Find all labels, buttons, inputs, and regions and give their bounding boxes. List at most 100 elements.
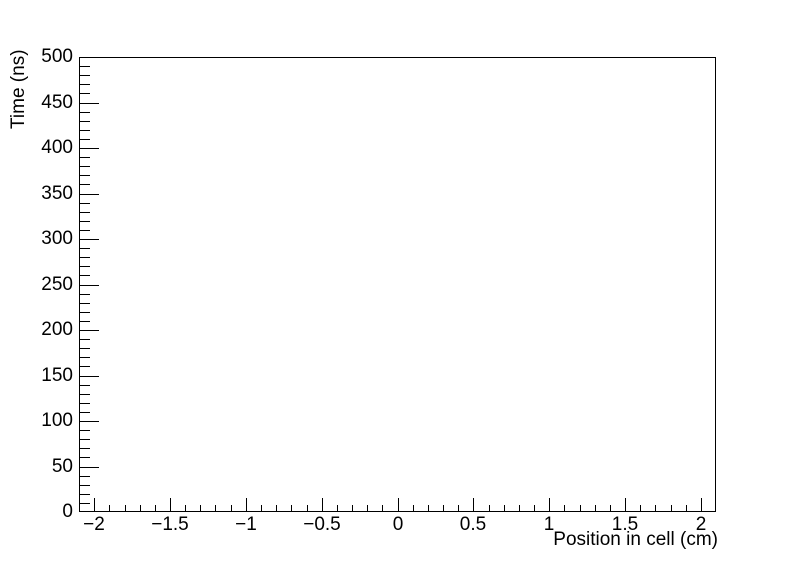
x-tick-label: 2 xyxy=(695,514,707,535)
x-minor-tick xyxy=(519,505,520,511)
y-minor-tick xyxy=(80,203,90,204)
y-minor-tick xyxy=(80,157,90,158)
x-major-tick xyxy=(170,498,171,511)
y-minor-tick xyxy=(80,212,90,213)
x-minor-tick xyxy=(367,505,368,511)
x-tick-label: 0 xyxy=(392,514,404,535)
y-minor-tick xyxy=(80,494,90,495)
x-minor-tick xyxy=(640,505,641,511)
x-minor-tick xyxy=(337,505,338,511)
x-axis-title: Position in cell (cm) xyxy=(553,529,718,550)
x-minor-tick xyxy=(610,505,611,511)
y-minor-tick xyxy=(80,448,90,449)
y-minor-tick xyxy=(80,275,90,276)
y-major-tick xyxy=(80,376,99,377)
y-tick-label: 0 xyxy=(62,501,73,522)
x-minor-tick xyxy=(185,505,186,511)
x-minor-tick xyxy=(580,505,581,511)
x-major-tick xyxy=(473,498,474,511)
y-minor-tick xyxy=(80,394,90,395)
x-minor-tick xyxy=(595,505,596,511)
x-major-tick xyxy=(398,498,399,511)
x-major-tick xyxy=(322,498,323,511)
y-minor-tick xyxy=(80,439,90,440)
x-minor-tick xyxy=(352,505,353,511)
y-minor-tick xyxy=(80,166,90,167)
y-minor-tick xyxy=(80,403,90,404)
x-tick-label: 0.5 xyxy=(459,514,487,535)
y-minor-tick xyxy=(80,66,90,67)
y-tick-label: 200 xyxy=(41,319,73,340)
x-major-tick xyxy=(625,498,626,511)
y-minor-tick xyxy=(80,366,90,367)
y-tick-label: 500 xyxy=(41,46,73,67)
y-tick-label: 100 xyxy=(41,410,73,431)
y-minor-tick xyxy=(80,476,90,477)
x-tick-label: 1.5 xyxy=(611,514,639,535)
y-tick-label: 300 xyxy=(41,228,73,249)
x-minor-tick xyxy=(564,505,565,511)
x-minor-tick xyxy=(413,505,414,511)
x-minor-tick xyxy=(155,505,156,511)
x-minor-tick xyxy=(504,505,505,511)
x-minor-tick xyxy=(382,505,383,511)
y-minor-tick xyxy=(80,230,90,231)
y-minor-tick xyxy=(80,412,90,413)
y-major-tick xyxy=(80,194,99,195)
y-minor-tick xyxy=(80,84,90,85)
y-minor-tick xyxy=(80,457,90,458)
x-tick-label: −1.5 xyxy=(151,514,189,535)
y-minor-tick xyxy=(80,112,90,113)
y-minor-tick xyxy=(80,221,90,222)
y-major-tick xyxy=(80,330,99,331)
x-minor-tick xyxy=(215,505,216,511)
x-minor-tick xyxy=(534,505,535,511)
y-minor-tick xyxy=(80,257,90,258)
x-minor-tick xyxy=(428,505,429,511)
y-tick-label: 350 xyxy=(41,183,73,204)
x-minor-tick xyxy=(671,505,672,511)
x-minor-tick xyxy=(291,505,292,511)
x-minor-tick xyxy=(125,505,126,511)
y-minor-tick xyxy=(80,321,90,322)
y-minor-tick xyxy=(80,294,90,295)
x-tick-label: 1 xyxy=(543,514,555,535)
y-axis-title: Time (ns) xyxy=(8,49,29,129)
x-minor-tick xyxy=(443,505,444,511)
x-minor-tick xyxy=(307,505,308,511)
y-minor-tick xyxy=(80,312,90,313)
y-minor-tick xyxy=(80,385,90,386)
x-major-tick xyxy=(94,498,95,511)
y-minor-tick xyxy=(80,485,90,486)
y-minor-tick xyxy=(80,503,90,504)
y-minor-tick xyxy=(80,93,90,94)
y-minor-tick xyxy=(80,121,90,122)
y-minor-tick xyxy=(80,303,90,304)
y-minor-tick xyxy=(80,175,90,176)
y-minor-tick xyxy=(80,339,90,340)
plot-frame xyxy=(79,57,716,512)
y-major-tick xyxy=(80,103,99,104)
x-minor-tick xyxy=(686,505,687,511)
x-major-tick xyxy=(701,498,702,511)
x-tick-label: −1 xyxy=(235,514,257,535)
x-minor-tick xyxy=(200,505,201,511)
x-minor-tick xyxy=(655,505,656,511)
y-minor-tick xyxy=(80,348,90,349)
y-tick-label: 450 xyxy=(41,92,73,113)
y-major-tick xyxy=(80,421,99,422)
y-major-tick xyxy=(80,239,99,240)
x-minor-tick xyxy=(140,505,141,511)
y-minor-tick xyxy=(80,139,90,140)
y-minor-tick xyxy=(80,130,90,131)
x-major-tick xyxy=(549,498,550,511)
y-minor-tick xyxy=(80,357,90,358)
x-minor-tick xyxy=(276,505,277,511)
y-minor-tick xyxy=(80,75,90,76)
x-minor-tick xyxy=(109,505,110,511)
x-minor-tick xyxy=(458,505,459,511)
y-tick-label: 400 xyxy=(41,137,73,158)
y-minor-tick xyxy=(80,248,90,249)
y-tick-label: 250 xyxy=(41,274,73,295)
